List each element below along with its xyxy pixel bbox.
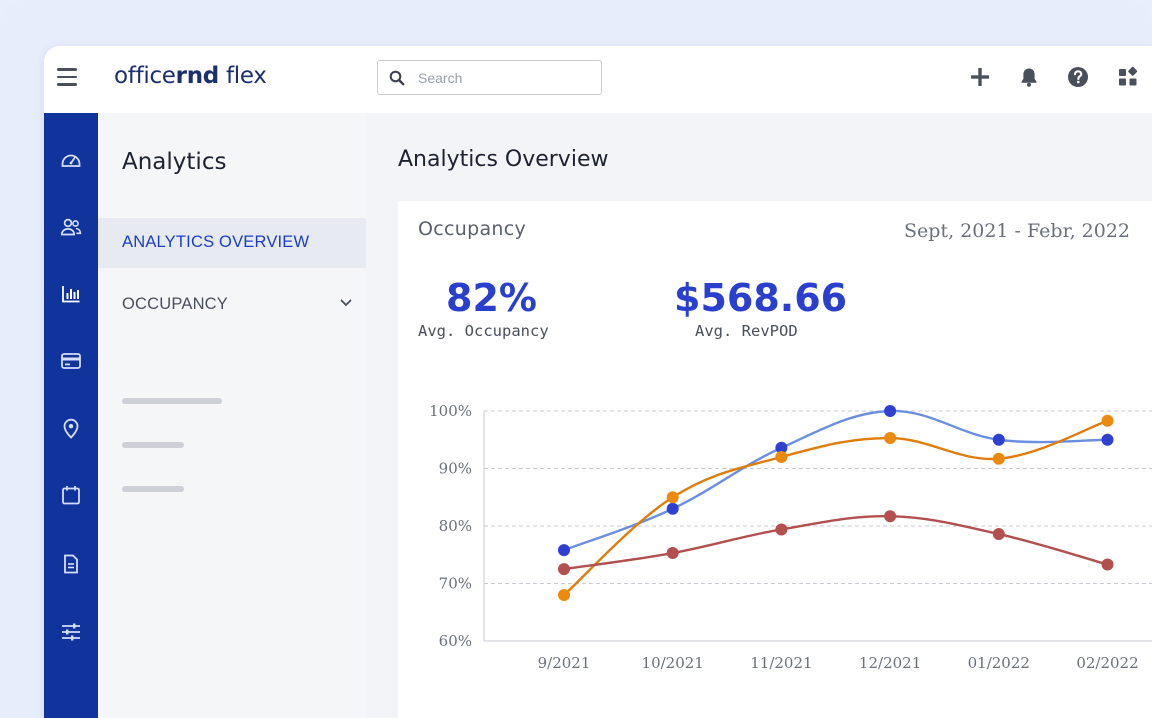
x-tick-label: 9/2021 [538, 654, 591, 672]
data-point [666, 491, 679, 504]
data-point [992, 452, 1005, 465]
settings-sliders-icon[interactable] [60, 621, 82, 643]
data-point [558, 563, 570, 576]
occupancy-line-chart: 100% 90% 80% 70% 60% 9/2021 10/2021 11/2021 12/2… [429, 402, 1152, 672]
panel-title: Occupancy [418, 218, 527, 240]
data-point [775, 441, 788, 454]
search-input[interactable] [416, 67, 595, 89]
hamburger-menu-icon[interactable] [57, 68, 77, 86]
chevron-down-icon [340, 299, 352, 307]
page-title: Analytics Overview [398, 147, 609, 172]
main-content: Analytics Overview Occupancy Sept, 2021 … [366, 113, 1152, 718]
data-point [1101, 414, 1114, 427]
data-point [884, 432, 897, 445]
data-point [992, 433, 1005, 446]
y-tick-label: 70% [439, 575, 472, 593]
y-tick-label: 60% [439, 632, 472, 650]
icon-rail [44, 113, 98, 718]
data-point [1101, 433, 1114, 446]
nav-item-occupancy[interactable]: OCCUPANCY [98, 281, 366, 329]
analytics-icon[interactable] [60, 283, 82, 305]
kpi-occupancy-value: 82% [446, 276, 537, 320]
help-icon[interactable] [1067, 66, 1089, 88]
series-line [563, 419, 1108, 596]
placeholder-line [122, 398, 222, 404]
nav-item-label: OCCUPANCY [122, 295, 229, 313]
data-point [884, 510, 897, 523]
kpi-revpod-value: $568.66 [674, 276, 848, 320]
search-icon [389, 70, 405, 86]
x-tick-label: 10/2021 [642, 654, 704, 672]
data-point [558, 544, 570, 557]
series-line [563, 409, 1108, 552]
members-icon[interactable] [60, 216, 82, 238]
search-box[interactable] [377, 60, 602, 95]
kpi-revpod-label: Avg. RevPOD [695, 322, 798, 340]
top-bar: officernd flex [44, 46, 1152, 113]
x-tick-label: 02/2022 [1076, 654, 1138, 672]
date-range[interactable]: Sept, 2021 - Febr, 2022 [904, 220, 1130, 242]
x-tick-label: 12/2021 [859, 654, 921, 672]
nav-item-label: ANALYTICS OVERVIEW [122, 233, 310, 251]
series-line [563, 514, 1108, 571]
data-point [775, 451, 788, 463]
dashboard-icon[interactable] [60, 149, 82, 171]
occupancy-panel: Occupancy Sept, 2021 - Febr, 2022 82% Av… [398, 201, 1152, 718]
calendar-icon[interactable] [60, 484, 82, 506]
billing-icon[interactable] [60, 350, 82, 372]
sidebar: Analytics ANALYTICS OVERVIEW OCCUPANCY [98, 113, 367, 718]
kpi-occupancy-label: Avg. Occupancy [418, 322, 549, 340]
placeholder-line [122, 442, 184, 448]
data-point [558, 589, 570, 601]
plus-icon[interactable] [969, 66, 991, 88]
location-icon[interactable] [60, 417, 82, 439]
data-point [884, 405, 897, 417]
apps-icon[interactable] [1117, 66, 1139, 88]
logo[interactable]: officernd flex [114, 63, 267, 89]
document-icon[interactable] [60, 553, 82, 575]
data-point [775, 523, 788, 536]
placeholder-line [122, 486, 184, 492]
y-tick-label: 80% [439, 517, 472, 535]
sidebar-title: Analytics [122, 149, 227, 175]
x-tick-label: 01/2022 [968, 654, 1030, 672]
x-tick-label: 11/2021 [750, 654, 812, 672]
app-window: officernd flex Analytics ANALYTICS OVERV… [44, 46, 1152, 718]
data-point [992, 528, 1005, 541]
nav-item-analytics-overview[interactable]: ANALYTICS OVERVIEW [98, 218, 366, 268]
data-point [666, 502, 679, 515]
bell-icon[interactable] [1018, 66, 1040, 88]
data-point [666, 547, 679, 560]
y-tick-label: 90% [439, 460, 472, 478]
data-point [1101, 558, 1114, 571]
y-tick-label: 100% [429, 402, 472, 420]
